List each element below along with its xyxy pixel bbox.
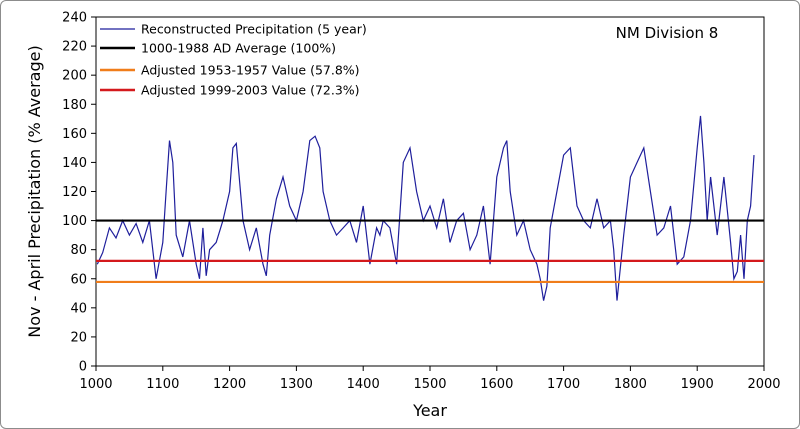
legend-entry-reconstructed-label: Reconstructed Precipitation (5 year) <box>141 22 367 37</box>
y-tick-label: 40 <box>70 301 87 316</box>
x-tick-label: 2000 <box>747 377 780 392</box>
y-tick-label: 160 <box>62 127 87 142</box>
chart-annotation: NM Division 8 <box>616 24 719 42</box>
x-tick-label: 1200 <box>213 377 246 392</box>
x-tick-label: 1100 <box>146 377 179 392</box>
axes: 0 20 40 60 80 100 120 140 160 180 200 220 240 1000 110… <box>62 11 780 393</box>
lines <box>96 115 764 301</box>
x-tick-label: 1800 <box>614 377 647 392</box>
y-tick-label: 180 <box>62 98 87 113</box>
y-tick-label: 220 <box>62 40 87 55</box>
legend: Reconstructed Precipitation (5 year) 1000… <box>100 22 367 98</box>
y-axis-title: Nov - April Precipitation (% Average) <box>25 45 44 337</box>
y-tick-label: 20 <box>70 330 87 345</box>
legend-entry-1953-1957-label: Adjusted 1953-1957 Value (57.8%) <box>141 63 360 78</box>
y-tick-label: 120 <box>62 185 87 200</box>
x-tick-label: 1700 <box>547 377 580 392</box>
y-tick-label: 80 <box>70 243 87 258</box>
y-tick-label: 100 <box>62 214 87 229</box>
y-tick-label: 140 <box>62 156 87 171</box>
x-tick-label: 1400 <box>347 377 380 392</box>
legend-entry-average-label: 1000-1988 AD Average (100%) <box>141 41 336 56</box>
y-tick-label: 200 <box>62 69 87 84</box>
x-tick-label: 1900 <box>681 377 714 392</box>
y-tick-label: 60 <box>70 272 87 287</box>
x-tick-label: 1000 <box>79 377 112 392</box>
x-tick-label: 1300 <box>280 377 313 392</box>
legend-entry-1999-2003-label: Adjusted 1999-2003 Value (72.3%) <box>141 83 360 98</box>
series-line-reconstructed-precipitation <box>96 115 755 301</box>
x-tick-label: 1500 <box>413 377 446 392</box>
x-axis-title: Year <box>412 401 447 420</box>
y-tick-label: 240 <box>62 11 87 26</box>
y-tick-label: 0 <box>79 360 87 375</box>
x-tick-label: 1600 <box>480 377 513 392</box>
